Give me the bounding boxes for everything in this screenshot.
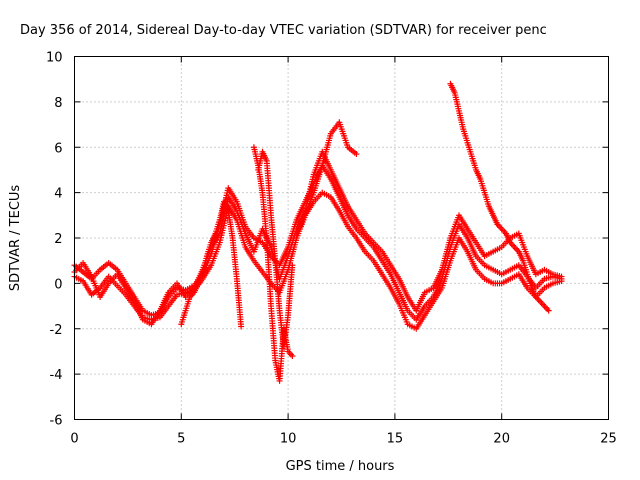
data-point [545,307,552,314]
plot-frame [74,56,609,420]
y-tick-label: 0 [54,277,62,292]
series-sat-d [178,198,245,330]
y-tick-label: -6 [50,414,63,429]
x-tick-label: 25 [600,432,617,447]
x-tick-label: 5 [177,432,185,447]
data-point [289,352,296,359]
x-tick-label: 0 [70,432,78,447]
data-point [238,323,245,330]
x-tick-label: 20 [493,432,510,447]
series-sat-a [71,162,565,323]
y-tick-label: 6 [54,141,62,156]
y-tick-label: 10 [46,51,63,66]
y-tick-label: 4 [54,187,62,202]
data-point [353,151,360,158]
chart-title: Day 356 of 2014, Sidereal Day-to-day VTE… [20,23,547,38]
y-tick-label: 2 [54,232,62,247]
series-sat-g [293,119,360,237]
y-axis-label: SDTVAR / TECUs [8,185,23,292]
data-point [558,273,565,280]
y-tick-label: -4 [50,368,63,383]
data-points [71,80,565,384]
series-sat-h [447,80,552,314]
gridlines [74,56,609,420]
axes: 0 5 10 15 20 25 -6 -4 -2 0 2 4 6 8 10 [46,51,617,447]
x-axis-label: GPS time / hours [286,459,395,474]
x-tick-label: 15 [387,432,404,447]
y-tick-label: 8 [54,96,62,111]
series-sat-e [250,144,296,384]
y-tick-label: -2 [50,323,63,338]
series-sat-f [255,148,296,350]
x-tick-label: 10 [280,432,297,447]
data-point [289,262,296,269]
